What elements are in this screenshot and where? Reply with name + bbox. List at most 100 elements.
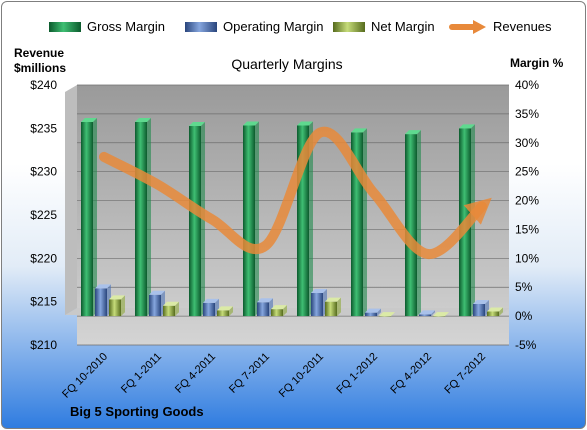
bar-top-net-margin — [325, 297, 341, 302]
bar-top-net-margin — [379, 312, 395, 317]
bar-operating-margin — [149, 294, 161, 317]
right-tick-label: 30% — [515, 136, 539, 150]
bar-top-gross-margin — [189, 122, 205, 127]
bar-side-gross-margin — [417, 130, 421, 317]
right-tick-label: 25% — [515, 165, 539, 179]
bar-net-margin — [433, 316, 445, 317]
bar-top-gross-margin — [351, 128, 367, 133]
x-tick-label: FQ 4-2012 — [388, 351, 434, 397]
bar-operating-margin — [203, 302, 215, 317]
bar-gross-margin — [81, 121, 93, 317]
right-tick-label: 5% — [515, 280, 533, 294]
bar-side-net-margin — [337, 297, 341, 317]
legend-swatch-net-margin — [333, 22, 365, 32]
right-tick-label: 15% — [515, 222, 539, 236]
bar-top-gross-margin — [459, 124, 475, 129]
legend-label-revenues: Revenues — [493, 19, 552, 34]
bar-operating-margin — [257, 302, 269, 317]
left-tick-label: $215 — [30, 295, 57, 309]
legend: Gross Margin Operating Margin Net Margin… — [49, 19, 552, 34]
right-tick-label: 20% — [515, 194, 539, 208]
bar-net-margin — [109, 299, 121, 317]
bar-side-operating-margin — [431, 310, 435, 317]
bar-side-gross-margin — [93, 117, 97, 317]
bar-top-gross-margin — [405, 130, 421, 135]
left-axis-label-line1: Revenue — [14, 46, 64, 60]
x-tick-label: FQ 7-2011 — [227, 351, 272, 396]
bar-side-net-margin — [283, 305, 287, 317]
bar-top-operating-margin — [311, 289, 327, 293]
revenue-line-layer — [99, 126, 492, 259]
left-tick-label: $210 — [30, 338, 57, 352]
bar-net-margin — [217, 310, 229, 317]
legend-label-operating-margin: Operating Margin — [223, 19, 323, 34]
left-tick-label: $235 — [30, 121, 57, 135]
left-tick-label: $220 — [30, 251, 57, 265]
bar-top-net-margin — [109, 295, 125, 300]
right-tick-label: 0% — [515, 309, 533, 323]
bar-top-gross-margin — [243, 121, 259, 126]
bar-side-net-margin — [121, 295, 125, 317]
bar-side-gross-margin — [255, 121, 259, 317]
bar-top-gross-margin — [81, 117, 97, 122]
bar-top-operating-margin — [365, 308, 381, 313]
chart-footer: Big 5 Sporting Goods — [70, 404, 204, 419]
bar-operating-margin — [311, 293, 323, 317]
bar-top-net-margin — [217, 306, 233, 311]
bar-side-net-margin — [175, 301, 179, 317]
bar-side-operating-margin — [377, 308, 381, 317]
bar-side-gross-margin — [363, 128, 367, 317]
bar-top-operating-margin — [419, 310, 435, 315]
bars — [81, 117, 503, 317]
bar-side-gross-margin — [147, 117, 151, 317]
x-tick-label: FQ 10-2011 — [277, 351, 326, 400]
bar-top-operating-margin — [257, 298, 273, 303]
legend-label-net-margin: Net Margin — [371, 19, 435, 34]
bar-side-gross-margin — [309, 121, 313, 317]
bar-top-gross-margin — [297, 121, 313, 126]
legend-arrow-revenues — [449, 20, 486, 34]
revenue-line — [99, 126, 492, 259]
bar-top-net-margin — [487, 307, 503, 312]
bar-side-net-margin — [499, 307, 503, 317]
bar-top-net-margin — [433, 312, 449, 317]
legend-swatch-operating-margin — [185, 22, 217, 32]
bar-gross-margin — [135, 121, 147, 317]
bar-operating-margin — [473, 303, 485, 317]
right-tick-label: 35% — [515, 107, 539, 121]
bar-net-margin — [163, 305, 175, 317]
left-tick-label: $230 — [30, 165, 57, 179]
bar-top-operating-margin — [95, 284, 111, 289]
x-tick-label: FQ 1-2011 — [119, 351, 164, 396]
bar-top-gross-margin — [135, 117, 151, 122]
bar-gross-margin — [243, 125, 255, 317]
bar-top-operating-margin — [203, 298, 219, 303]
left-tick-label: $225 — [30, 208, 57, 222]
chart-title: Quarterly Margins — [231, 56, 342, 72]
right-tick-label: 40% — [515, 78, 539, 92]
bar-operating-margin — [419, 314, 431, 317]
right-axis-label: Margin % — [510, 56, 564, 70]
bar-side-net-margin — [229, 306, 233, 317]
bar-gross-margin — [189, 126, 201, 317]
x-tick-label: FQ 4-2011 — [173, 351, 218, 396]
legend-swatch-gross-margin — [49, 22, 81, 32]
bar-net-margin — [271, 309, 283, 317]
right-tick-label: -5% — [515, 338, 537, 352]
bar-net-margin — [487, 311, 499, 317]
x-tick-label: FQ 7-2012 — [442, 351, 488, 397]
bar-top-operating-margin — [473, 299, 489, 304]
plot-back-wall — [77, 85, 509, 345]
bar-net-margin — [379, 316, 391, 317]
plot-side-wall — [65, 85, 77, 315]
bar-top-net-margin — [271, 305, 287, 310]
left-tick-label: $240 — [30, 78, 57, 92]
left-axis-label-line2: $millions — [14, 61, 66, 75]
bar-operating-margin — [95, 288, 107, 317]
bar-operating-margin — [365, 312, 377, 317]
x-tick-label: FQ 10-2010 — [60, 351, 110, 401]
bar-net-margin — [325, 301, 337, 317]
right-tick-label: 10% — [515, 251, 539, 265]
